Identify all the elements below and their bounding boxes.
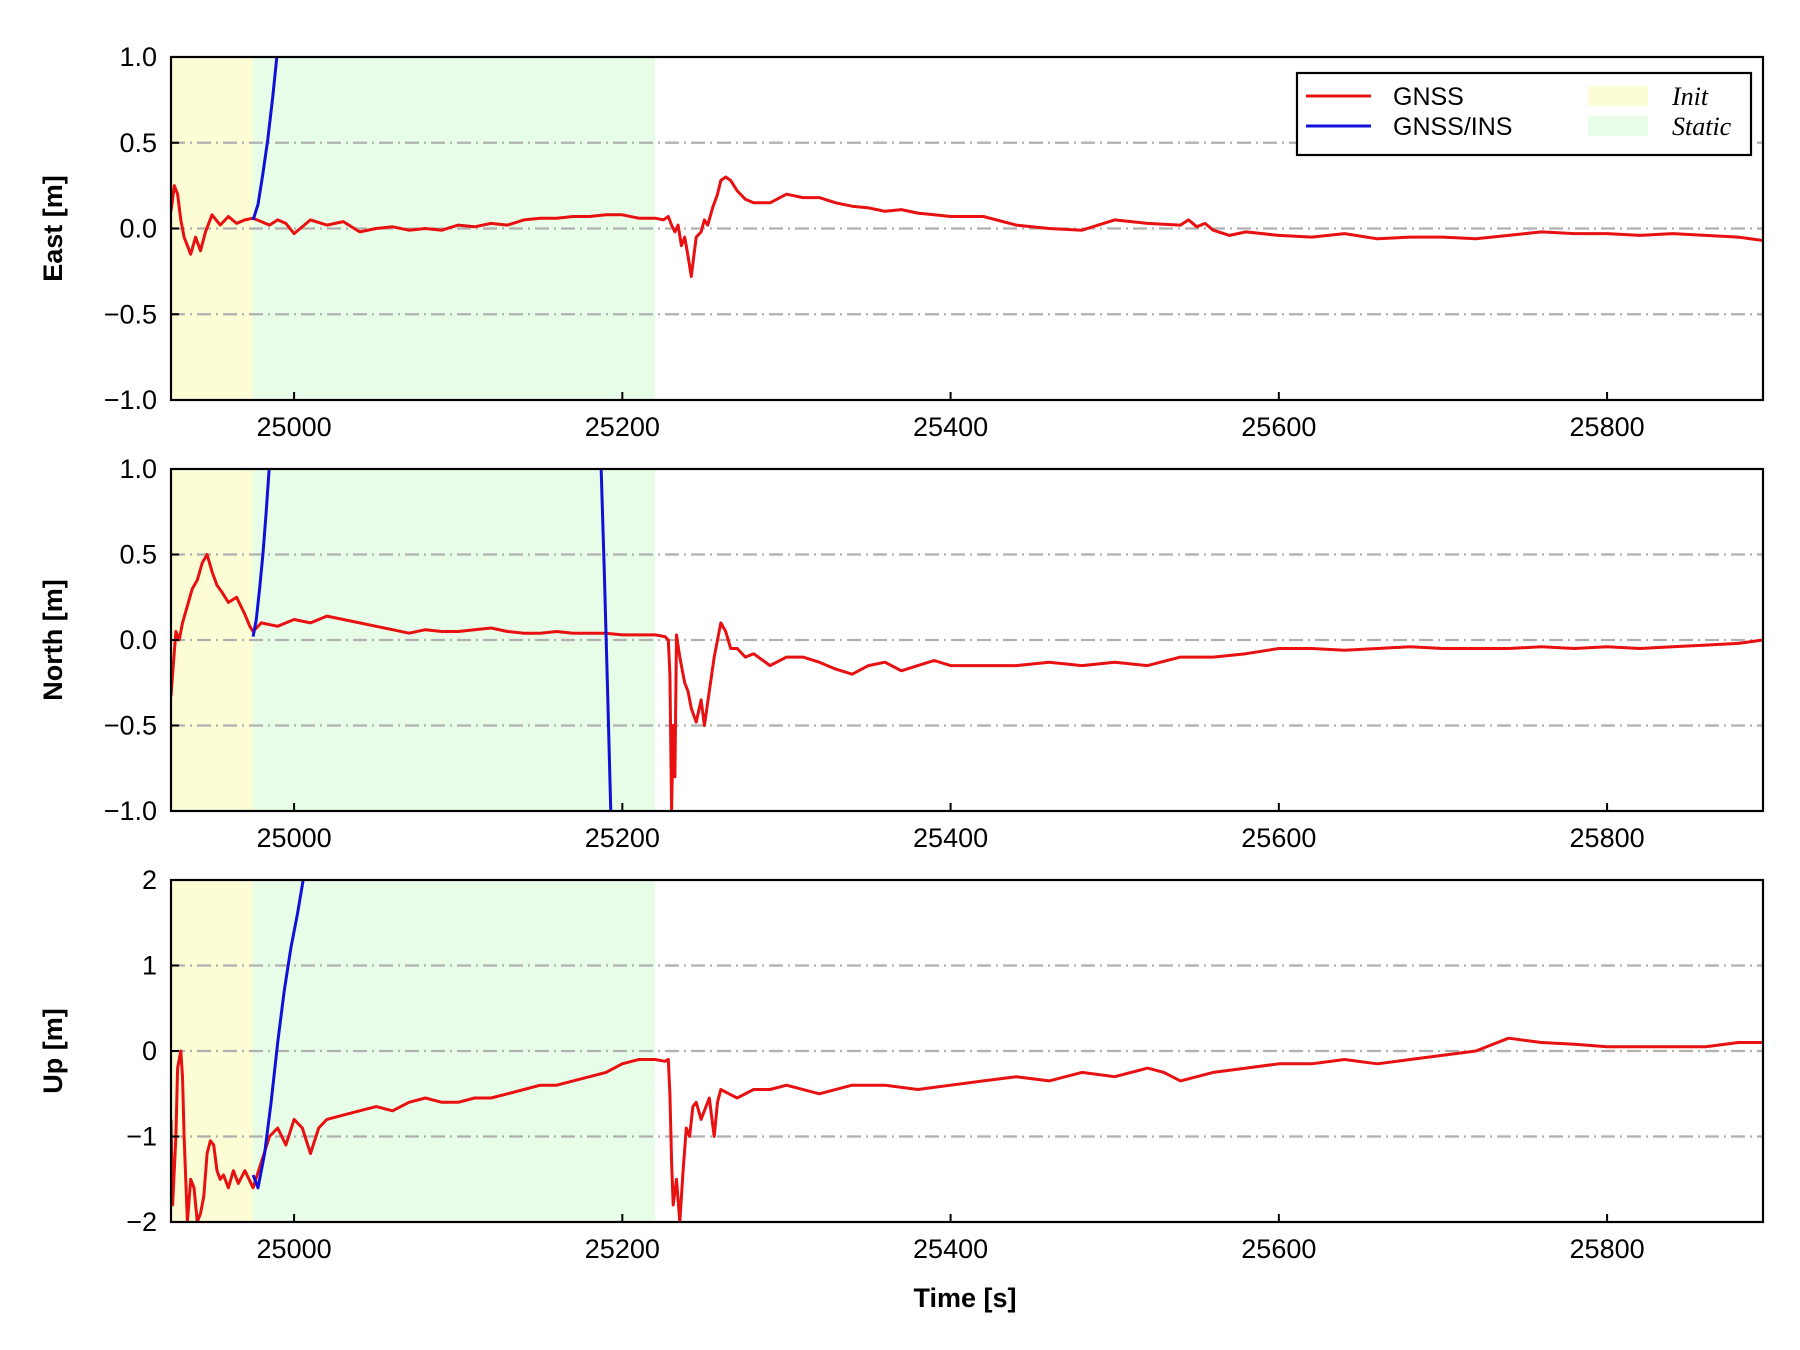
legend-box — [1295, 71, 1753, 157]
y-tick-label: 0.0 — [119, 625, 157, 655]
x-tick-label: 25200 — [585, 412, 660, 442]
series-line-gnss — [171, 175, 1763, 278]
series-line-gnss — [171, 1036, 1763, 1222]
legend-label: Static — [1672, 112, 1732, 141]
series-line-gnss-ins — [251, 469, 271, 637]
legend-entry-static: Static — [1588, 112, 1732, 141]
y-tick-label: 0.0 — [119, 214, 157, 244]
x-tick-label: 25600 — [1241, 412, 1316, 442]
x-tick-label: 25200 — [585, 823, 660, 853]
x-tick-label: 25000 — [257, 1234, 332, 1264]
y-tick-label: 1.0 — [119, 454, 157, 484]
x-tick-label: 25000 — [257, 412, 332, 442]
series-line-gnss-ins — [599, 469, 613, 811]
series-line-gnss-ins — [251, 57, 279, 221]
legend-label: GNSS/INS — [1393, 113, 1512, 141]
panel-2: 1.0 0.5 0.0 −0.5 −1.0 25000 25200 25400 25600 258… — [38, 454, 1765, 853]
x-tick-label: 25800 — [1570, 1234, 1645, 1264]
y-tick-label: −2 — [126, 1207, 157, 1237]
y-axis-label: East [m] — [38, 175, 68, 282]
y-tick-label: 1 — [142, 951, 157, 981]
y-tick-label: −1.0 — [104, 796, 157, 826]
y-tick-label: 0 — [142, 1036, 157, 1066]
y-tick-label: 0.5 — [119, 128, 157, 158]
x-axis-label: Time [s] — [913, 1283, 1016, 1313]
x-tick-label: 25000 — [257, 823, 332, 853]
series-group — [171, 57, 1763, 278]
x-tick-label: 25800 — [1570, 823, 1645, 853]
x-tick-label: 25600 — [1241, 823, 1316, 853]
x-tick-label: 25200 — [585, 1234, 660, 1264]
x-tick-label: 25400 — [913, 823, 988, 853]
y-tick-label: −1 — [126, 1122, 157, 1152]
y-axis-label: North [m] — [38, 579, 68, 700]
x-tick-label: 25400 — [913, 412, 988, 442]
y-axis-label: Up [m] — [38, 1008, 68, 1093]
y-tick-label: 2 — [142, 865, 157, 895]
x-tick-label: 25400 — [913, 1234, 988, 1264]
series-group — [171, 880, 1763, 1222]
legend-entry-init: Init — [1588, 82, 1709, 111]
series-group — [171, 469, 1763, 811]
y-tick-label: −0.5 — [104, 299, 157, 329]
legend-label: GNSS — [1393, 83, 1464, 111]
series-line-gnss-ins — [251, 880, 305, 1190]
y-tick-label: −1.0 — [104, 385, 157, 415]
y-tick-label: −0.5 — [104, 711, 157, 741]
legend-label: Init — [1671, 82, 1709, 111]
y-tick-label: 0.5 — [119, 540, 157, 570]
legend-patch — [1588, 116, 1648, 136]
x-tick-label: 25800 — [1570, 412, 1645, 442]
panel-1: 1.0 0.5 0.0 −0.5 −1.0 25000 25200 25400 25600 258… — [38, 42, 1765, 442]
y-tick-label: 1.0 — [119, 42, 157, 72]
legend-entry-gnss-ins: GNSS/INS — [1306, 113, 1512, 141]
legend-patch — [1588, 86, 1648, 106]
panel-3: 2 1 0 −1 −2 25000 25200 25400 25600 25800 Up [m] — [38, 865, 1765, 1264]
legend-entry-gnss: GNSS — [1306, 83, 1464, 111]
x-tick-label: 25600 — [1241, 1234, 1316, 1264]
